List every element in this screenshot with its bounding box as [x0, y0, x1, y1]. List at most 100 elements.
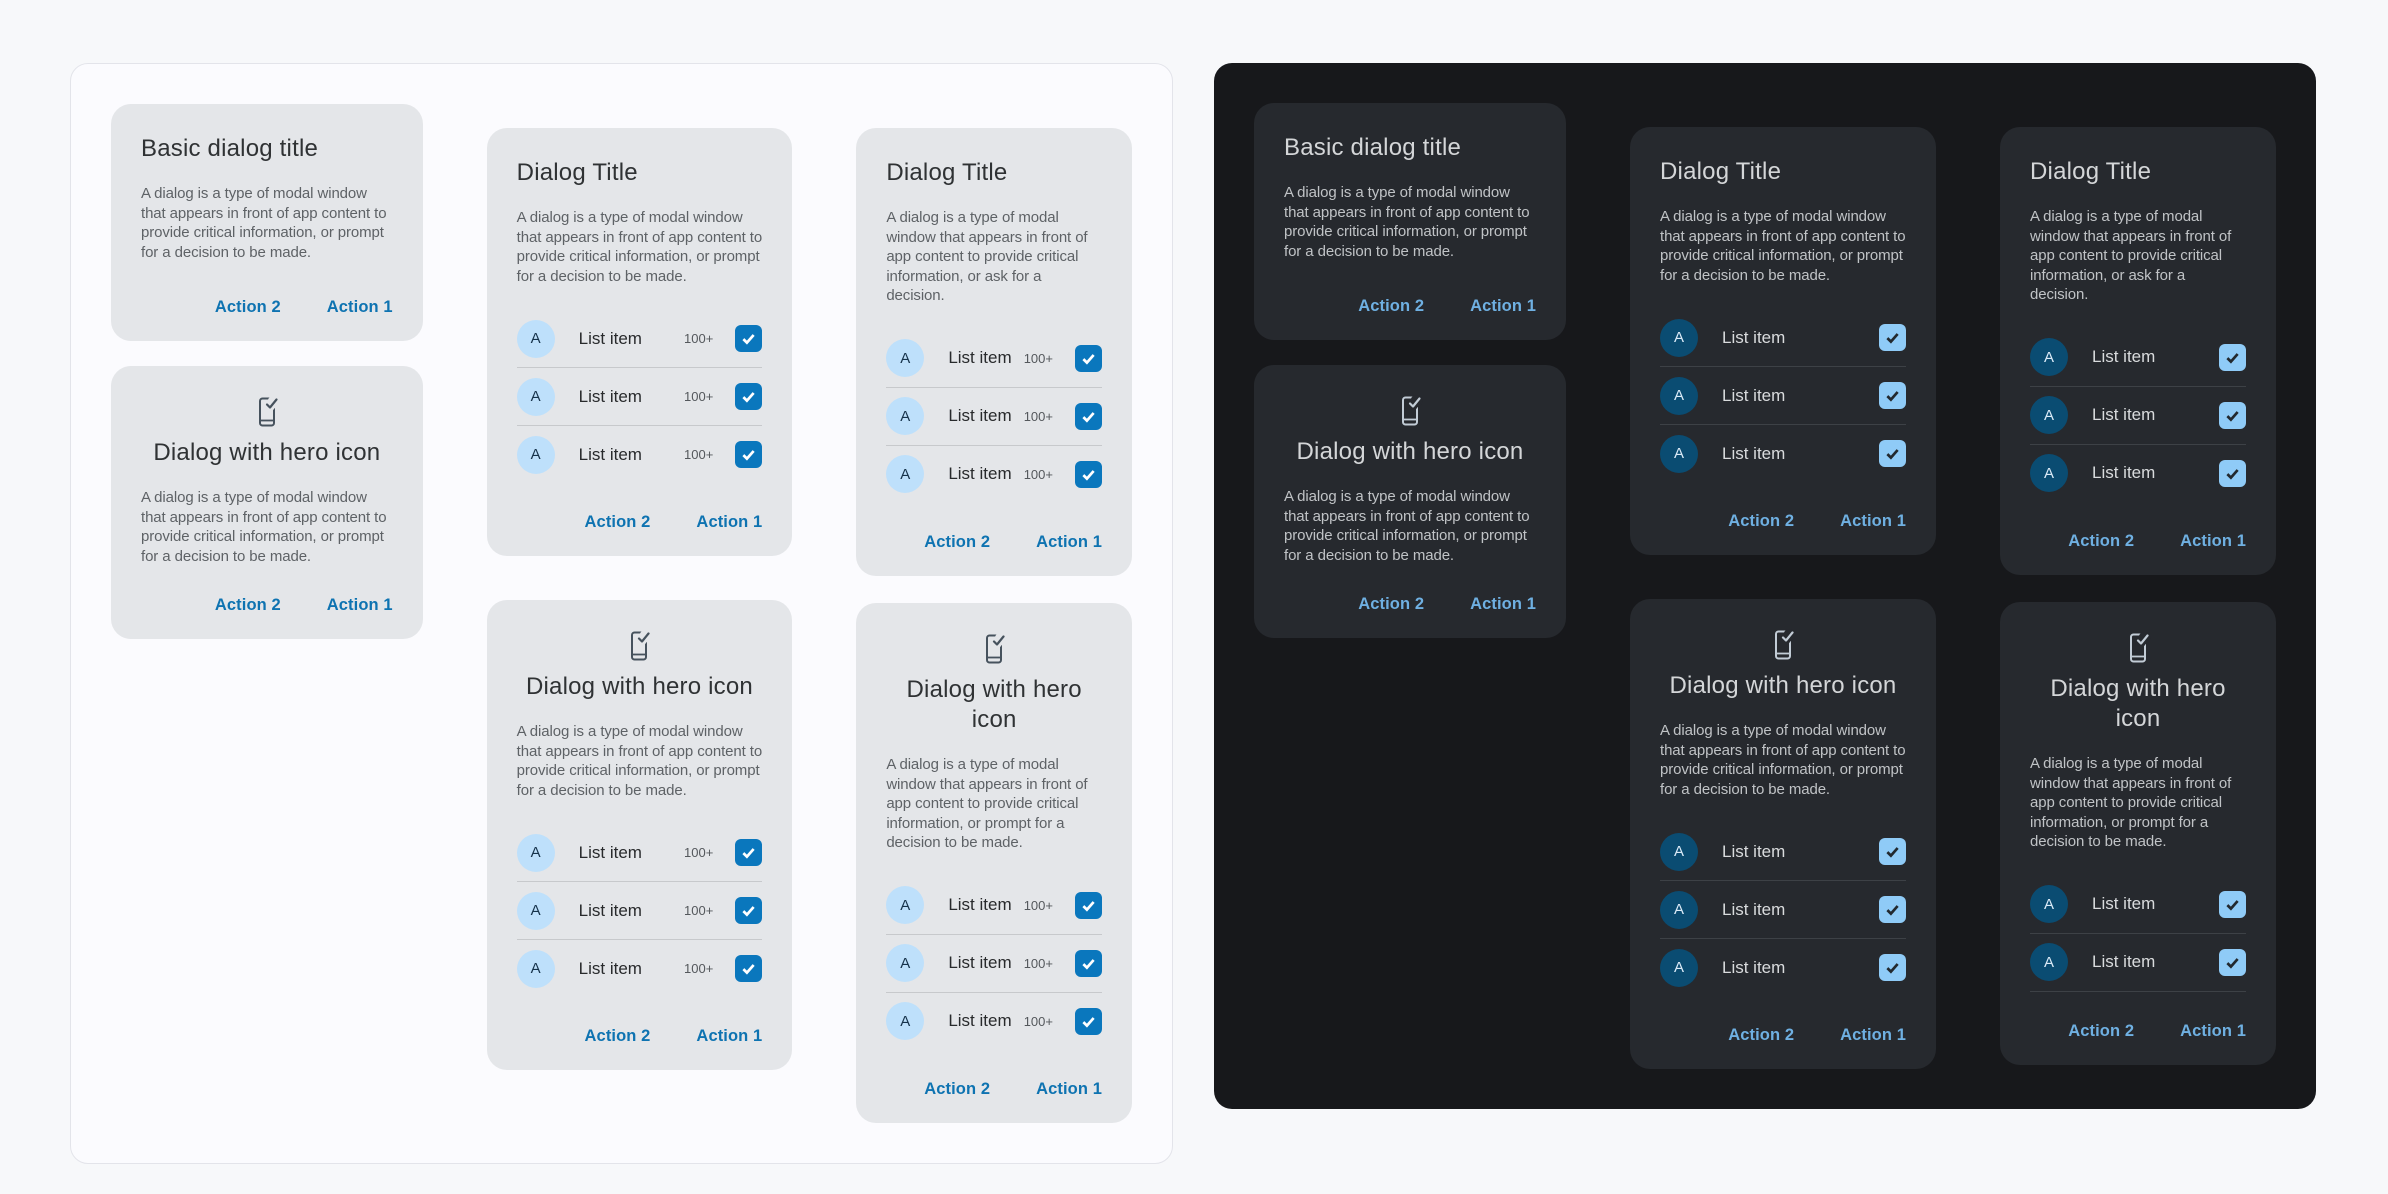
dialog-card-list: Dialog Title A dialog is a type of modal … — [856, 128, 1132, 576]
action-2-button[interactable]: Action 2 — [1728, 512, 1795, 531]
list-item-checkbox[interactable] — [1075, 460, 1102, 488]
list-item-checkbox[interactable] — [735, 441, 763, 469]
list-item-checkbox[interactable] — [2219, 401, 2246, 429]
list-item[interactable]: A List item 100+ — [516, 367, 763, 425]
action-1-button[interactable]: Action 1 — [2180, 1021, 2246, 1040]
list-item-checkbox[interactable] — [1075, 402, 1102, 430]
list-item-label: List item — [948, 348, 1012, 368]
list-item[interactable]: A List item 100+ — [886, 933, 1102, 992]
list-item[interactable]: A List item 100+ — [886, 877, 1102, 934]
list-item[interactable]: A List item — [2030, 443, 2246, 502]
list-item-label: List item — [1722, 957, 1786, 977]
list-item-checkbox[interactable] — [2219, 948, 2246, 976]
dialog-title: Dialog with hero icon — [1669, 672, 1897, 700]
list-item-checkbox[interactable] — [735, 955, 763, 983]
action-1-button[interactable]: Action 1 — [1036, 1079, 1102, 1098]
dialog-description: A dialog is a type of modal window that … — [1660, 208, 1906, 284]
list-item-checkbox[interactable] — [1879, 896, 1906, 924]
list-item[interactable]: A List item — [1660, 309, 1906, 366]
list-item[interactable]: A List item — [2030, 385, 2246, 444]
list-item-checkbox[interactable] — [1075, 891, 1102, 919]
list-item[interactable]: A List item 100+ — [886, 386, 1102, 445]
dialog-description: A dialog is a type of modal window that … — [141, 489, 387, 565]
action-2-button[interactable]: Action 2 — [584, 1027, 651, 1046]
list-item-checkbox[interactable] — [1075, 949, 1102, 977]
list-item-checkbox[interactable] — [1879, 440, 1906, 468]
list-item-checkbox[interactable] — [735, 839, 763, 867]
action-1-button[interactable]: Action 1 — [326, 298, 393, 317]
list-item-checkbox[interactable] — [735, 325, 763, 353]
action-2-button[interactable]: Action 2 — [924, 532, 991, 551]
dialog-description: A dialog is a type of modal window that … — [886, 209, 1088, 305]
dialog-card-hero: Dialog with hero icon A dialog is a type … — [1254, 365, 1566, 639]
list-item[interactable]: A List item — [2030, 932, 2246, 991]
dialog-card-basic: Basic dialog title A dialog is a type of … — [1254, 103, 1566, 341]
avatar: A — [2030, 943, 2068, 982]
list-item[interactable]: A List item 100+ — [516, 881, 763, 939]
list-item[interactable]: A List item — [1660, 424, 1906, 482]
action-1-button[interactable]: Action 1 — [1470, 595, 1536, 614]
list-item[interactable]: A List item 100+ — [886, 330, 1102, 387]
list-item-checkbox[interactable] — [2219, 890, 2246, 918]
list-item-checkbox[interactable] — [1879, 382, 1906, 410]
action-1-button[interactable]: Action 1 — [1840, 512, 1906, 531]
list-item-label: List item — [2092, 347, 2156, 367]
list-item-checkbox[interactable] — [735, 383, 763, 411]
action-2-button[interactable]: Action 2 — [1358, 297, 1425, 316]
action-2-button[interactable]: Action 2 — [1728, 1026, 1795, 1045]
dialog-column: Dialog Title A dialog is a type of modal … — [2000, 103, 2276, 1065]
avatar: A — [516, 833, 555, 872]
avatar: A — [516, 319, 555, 358]
dialog-column: Basic dialog title A dialog is a type of … — [111, 104, 423, 640]
dialog-title: Dialog with hero icon — [2050, 674, 2226, 732]
list-item-checkbox[interactable] — [1075, 1007, 1102, 1035]
selection-list: A List item A List item A List item — [2030, 329, 2246, 502]
action-1-button[interactable]: Action 1 — [2180, 531, 2246, 550]
list-item[interactable]: A List item — [2030, 876, 2246, 933]
action-2-button[interactable]: Action 2 — [1358, 595, 1425, 614]
action-2-button[interactable]: Action 2 — [2068, 1021, 2135, 1040]
list-item-checkbox[interactable] — [1879, 324, 1906, 352]
dialog-column: Dialog Title A dialog is a type of modal … — [486, 104, 793, 1071]
action-2-button[interactable]: Action 2 — [214, 596, 281, 615]
list-item[interactable]: A List item 100+ — [516, 425, 763, 483]
list-item-label: List item — [578, 328, 642, 348]
list-item[interactable]: A List item — [1660, 366, 1906, 424]
list-item-checkbox[interactable] — [1075, 344, 1102, 372]
action-1-button[interactable]: Action 1 — [326, 596, 393, 615]
action-2-button[interactable]: Action 2 — [924, 1079, 991, 1098]
list-item[interactable]: A List item — [1660, 938, 1906, 996]
list-item-label: List item — [1722, 385, 1786, 405]
list-item-checkbox[interactable] — [1879, 838, 1906, 866]
list-item-checkbox[interactable] — [2219, 459, 2246, 487]
avatar: A — [1660, 948, 1698, 987]
action-2-button[interactable]: Action 2 — [214, 298, 281, 317]
count-badge: 100+ — [1023, 1013, 1053, 1029]
list-item[interactable]: A List item 100+ — [516, 824, 763, 881]
dialog-actions: Action 2 Action 1 — [886, 1080, 1102, 1099]
action-1-button[interactable]: Action 1 — [696, 1027, 763, 1046]
list-item[interactable]: A List item 100+ — [516, 939, 763, 997]
dialog-description: A dialog is a type of modal window that … — [1284, 488, 1530, 564]
list-item[interactable]: A List item — [1660, 823, 1906, 880]
action-1-button[interactable]: Action 1 — [1470, 297, 1536, 316]
list-item[interactable]: A List item — [1660, 880, 1906, 938]
dialog-description: A dialog is a type of modal window that … — [1660, 722, 1906, 798]
list-item[interactable]: A List item 100+ — [516, 310, 763, 367]
action-2-button[interactable]: Action 2 — [2068, 531, 2135, 550]
list-item-checkbox[interactable] — [1879, 954, 1906, 982]
list-item-label: List item — [948, 406, 1012, 426]
list-item-checkbox[interactable] — [735, 897, 763, 925]
action-1-button[interactable]: Action 1 — [1840, 1026, 1906, 1045]
list-item[interactable]: A List item 100+ — [886, 444, 1102, 503]
list-item-label: List item — [948, 1011, 1012, 1031]
dialog-column: Dialog Title A dialog is a type of modal … — [1630, 103, 1936, 1070]
avatar: A — [1660, 890, 1698, 929]
action-1-button[interactable]: Action 1 — [1036, 532, 1102, 551]
action-1-button[interactable]: Action 1 — [696, 513, 763, 532]
list-item-checkbox[interactable] — [2219, 343, 2246, 371]
list-item[interactable]: A List item — [2030, 329, 2246, 386]
dialog-description: A dialog is a type of modal window that … — [516, 209, 763, 285]
list-item[interactable]: A List item 100+ — [886, 991, 1102, 1050]
action-2-button[interactable]: Action 2 — [584, 513, 651, 532]
